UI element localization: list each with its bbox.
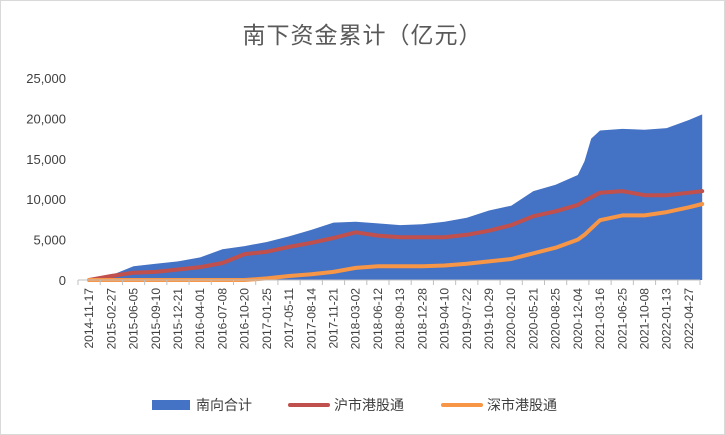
chart-title: 南下资金累计（亿元） [242, 23, 483, 49]
x-tick-label: 2016-10-20 [238, 288, 252, 350]
x-tick-label: 2020-08-25 [549, 288, 563, 350]
y-tick-label: 5,000 [33, 233, 66, 248]
legend-label: 沪市港股通 [334, 397, 404, 414]
x-tick-label: 2015-09-10 [149, 288, 163, 350]
x-tick-label: 2017-05-11 [282, 288, 296, 349]
series-line-沪市港股通 [87, 189, 705, 282]
x-tick-label: 2022-01-13 [660, 288, 674, 350]
x-tick-label: 2017-11-21 [326, 288, 340, 349]
x-tick-label: 2014-11-17 [82, 288, 96, 349]
x-tick-label: 2018-09-13 [393, 288, 407, 350]
y-tick-label: 25,000 [26, 71, 66, 86]
x-tick-label: 2016-04-01 [193, 288, 207, 350]
x-tick-label: 2021-06-25 [615, 288, 629, 350]
x-tick-label: 2019-07-22 [460, 288, 474, 350]
y-tick-label: 0 [59, 273, 66, 288]
x-tick-label: 2017-01-25 [260, 288, 274, 350]
x-tick-label: 2018-12-28 [415, 288, 429, 350]
legend-swatch [152, 400, 190, 410]
series-area-南向合计 [89, 114, 703, 281]
legend-label: 南向合计 [196, 398, 252, 414]
x-tick-label: 2021-10-08 [637, 288, 651, 350]
y-tick-label: 10,000 [26, 192, 66, 207]
x-tick-label: 2020-12-04 [571, 288, 585, 350]
legend-label: 深市港股通 [487, 397, 557, 414]
x-tick-label: 2015-06-05 [127, 288, 141, 350]
legend-item: 深市港股通 [441, 397, 557, 414]
x-tick-label: 2017-08-14 [304, 288, 318, 350]
legend-item: 南向合计 [152, 398, 252, 414]
x-tick-label: 2016-07-08 [215, 288, 229, 350]
y-tick-label: 20,000 [26, 111, 66, 126]
legend-item: 沪市港股通 [288, 397, 404, 414]
x-tick-label: 2019-04-10 [438, 288, 452, 350]
x-tick-label: 2015-02-27 [104, 288, 118, 350]
x-tick-label: 2019-10-29 [482, 288, 496, 350]
y-tick-label: 15,000 [26, 152, 66, 167]
x-tick-label: 2015-12-21 [171, 288, 185, 350]
x-tick-label: 2021-03-16 [593, 288, 607, 350]
x-tick-label: 2018-03-02 [349, 288, 363, 350]
x-tick-label: 2020-05-21 [526, 288, 540, 350]
x-tick-label: 2020-02-10 [504, 288, 518, 350]
x-tick-label: 2018-06-12 [371, 288, 385, 350]
x-tick-label: 2022-04-27 [682, 288, 696, 350]
